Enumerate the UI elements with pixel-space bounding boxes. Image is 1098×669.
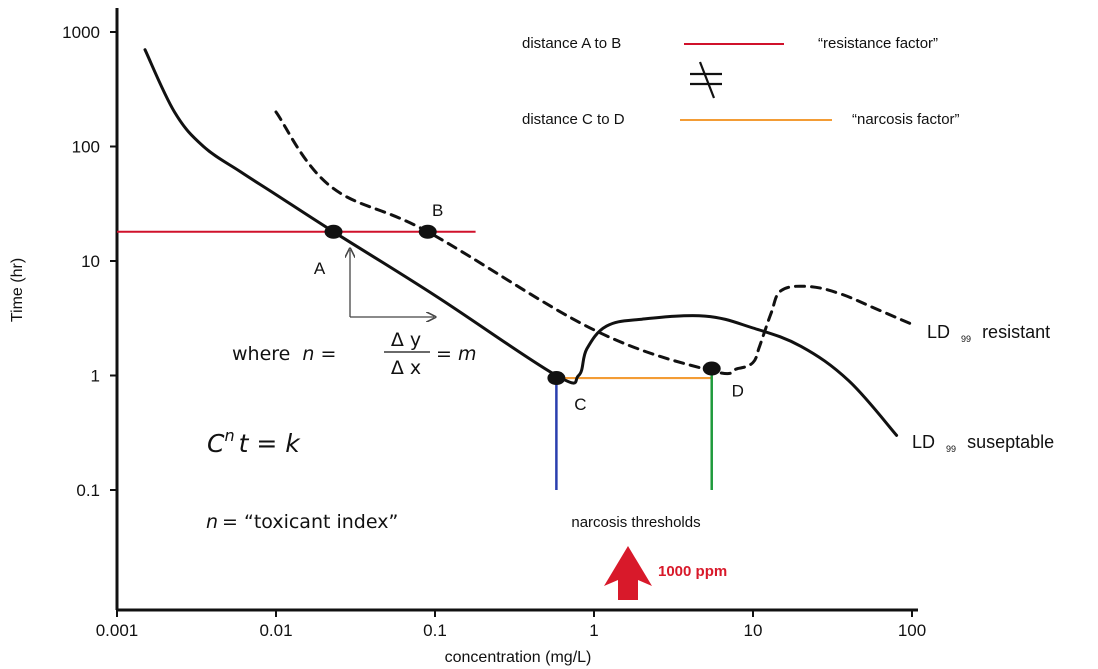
x-axis-title: concentration (mg/L) — [445, 649, 592, 666]
x-tick-label: 1 — [589, 621, 598, 640]
legend-row2-name: “narcosis factor” — [852, 111, 960, 128]
x-tick-label: 0.1 — [423, 621, 447, 640]
annotations — [117, 230, 713, 490]
x-tick-label: 100 — [898, 621, 926, 640]
x-tick-label: 0.01 — [259, 621, 292, 640]
point-label-a: A — [314, 259, 326, 278]
narcosis-thresholds-label: narcosis thresholds — [571, 514, 700, 531]
axes — [115, 8, 918, 612]
legend-row2-label: distance C to D — [522, 111, 625, 128]
y-tick-label: 100 — [72, 138, 100, 157]
ticks: 0.001 0.01 0.1 1 10 100 0.1 1 10 100 1000 — [62, 23, 926, 640]
formula-main: Cn t = k — [207, 426, 301, 458]
label-suseptable: LD 99 suseptable — [912, 432, 1054, 456]
formula-denominator: Δ x — [391, 357, 421, 379]
x-tick-label: 10 — [744, 621, 763, 640]
y-axis-title: Time (hr) — [9, 258, 26, 322]
formula-numerator: Δ y — [391, 329, 421, 351]
points: A B C D — [314, 201, 744, 414]
legend-row1-label: distance A to B — [522, 35, 621, 52]
formula-where: where n = — [232, 343, 336, 365]
curve-resistant — [274, 110, 914, 376]
point-d — [702, 361, 721, 376]
ppm-label: 1000 ppm — [658, 563, 727, 580]
point-label-b: B — [432, 201, 443, 220]
slope-formula: where n = Δ y Δ x = m — [232, 329, 476, 379]
curve-suseptable — [143, 48, 899, 437]
y-tick-label: 1 — [91, 367, 100, 386]
point-a — [324, 224, 343, 239]
point-label-c: C — [574, 395, 586, 414]
label-resistant: LD 99 resistant — [927, 322, 1050, 346]
curves — [143, 48, 914, 437]
point-c — [547, 371, 566, 386]
slope-arrows — [350, 250, 434, 317]
legend-row1-name: “resistance factor” — [818, 35, 938, 52]
y-tick-label: 0.1 — [76, 481, 100, 500]
formula-m: = m — [436, 343, 476, 365]
y-tick-label: 1000 — [62, 23, 100, 42]
y-tick-label: 10 — [81, 252, 100, 271]
point-b — [418, 224, 437, 239]
formula-toxicant: n = “toxicant index” — [206, 511, 398, 533]
not-equal-icon — [690, 61, 722, 99]
ppm-arrow-icon — [604, 546, 652, 600]
x-tick-label: 0.001 — [96, 621, 139, 640]
legend: distance A to B “resistance factor” dist… — [522, 35, 960, 128]
point-label-d: D — [732, 382, 744, 401]
